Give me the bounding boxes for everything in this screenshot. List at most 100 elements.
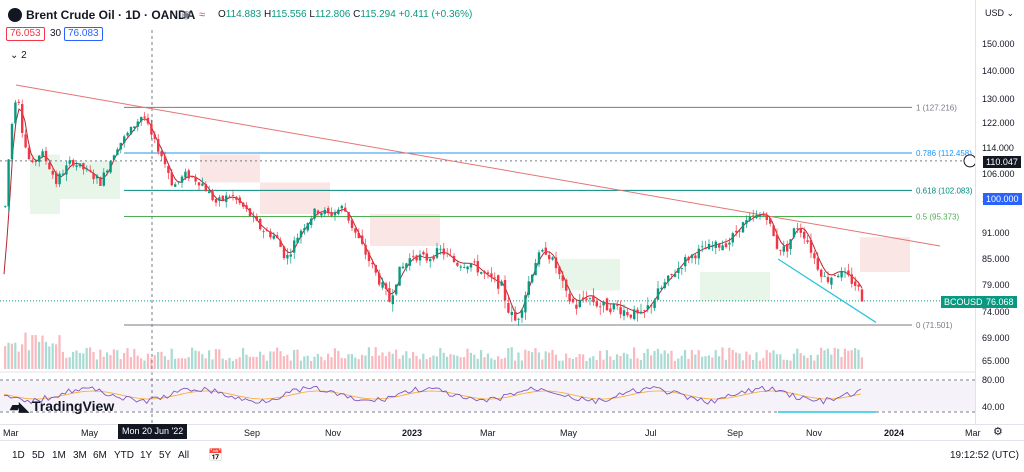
candle-body [850, 274, 853, 284]
candle-body [313, 208, 316, 219]
candle-body [78, 163, 82, 167]
volume-bar [245, 354, 248, 369]
volume-bar [218, 349, 221, 369]
candle-body [153, 134, 156, 139]
price-chart[interactable]: 1 (127.216) 0.786 (112.458) 0.618 (102.083… [0, 30, 975, 424]
timeframe-5d[interactable]: 5D [32, 450, 45, 461]
volume-bar [415, 355, 418, 369]
timeframe-1d[interactable]: 1D [12, 450, 25, 461]
candle-body [537, 252, 541, 265]
sell-price-button[interactable]: 76.053 [6, 27, 45, 41]
volume-bar [129, 357, 132, 369]
volume-bar [772, 350, 775, 369]
candle-body [201, 183, 204, 186]
rsi-line [3, 385, 862, 405]
candle-body [248, 208, 252, 217]
volume-bar [395, 349, 398, 369]
candle-body [565, 279, 568, 291]
candle-body [660, 287, 663, 289]
candle-body [316, 210, 320, 214]
volume-bar [89, 347, 92, 369]
volume-bar [786, 359, 789, 369]
volume-bar [255, 356, 258, 369]
symbol-title[interactable]: Brent Crude Oil · 1D · OANDA [26, 8, 196, 22]
price-axis-label: 65.000 [982, 356, 1010, 366]
volume-bar [548, 352, 551, 369]
volume-bar [85, 347, 88, 369]
timeframe-ytd[interactable]: YTD [114, 450, 134, 461]
volume-bar [442, 352, 445, 369]
candle-body [741, 222, 745, 233]
volume-bar [92, 351, 95, 369]
candle-body [704, 247, 707, 249]
timeframe-1y[interactable]: 1Y [140, 450, 153, 461]
date-range-calendar-icon[interactable]: 📅 [208, 448, 223, 462]
fib-level-label: 0.618 (102.083) [916, 186, 973, 195]
volume-bar [612, 360, 615, 369]
candle-body [123, 136, 126, 144]
volume-bar [565, 353, 568, 369]
price-axis[interactable]: 150.000 140.000 130.000 122.000 114.000 106.0… [975, 0, 1024, 424]
time-axis[interactable]: Mar May Sep Nov 2023 Mar May Jul Sep Nov 2024 Mar [0, 424, 1024, 440]
timeframe-all[interactable]: All [178, 450, 190, 461]
volume-bar [350, 353, 353, 369]
volume-bar [517, 352, 520, 369]
candle-body [571, 298, 575, 303]
compare-icon[interactable]: ≈ [198, 9, 206, 21]
volume-bar [639, 360, 642, 369]
candle-body [235, 196, 238, 200]
candle-body [687, 257, 690, 261]
volume-bar [310, 360, 313, 369]
volume-bar [554, 354, 557, 369]
volume-bar [779, 354, 782, 369]
price-axis-label: 130.000 [982, 94, 1015, 104]
volume-bar [252, 356, 255, 369]
candle-body [337, 209, 340, 215]
candle-body [279, 240, 282, 247]
candle-body [371, 262, 374, 265]
candle-body [449, 255, 452, 257]
candle-body [772, 225, 775, 237]
candle-body [412, 255, 415, 257]
candle-body [323, 209, 326, 214]
spread-value: 30 [50, 28, 62, 39]
volume-bar [738, 353, 741, 369]
price-axis-label: 74.000 [982, 307, 1010, 317]
volume-bar [116, 350, 119, 369]
candle-body [677, 268, 680, 274]
volume-bar [799, 353, 802, 369]
volume-bar [65, 357, 68, 369]
eye-icon[interactable]: ◉ [181, 9, 191, 21]
candle-body [507, 303, 510, 313]
volume-bar [211, 359, 214, 369]
currency-selector[interactable]: USD ⌄ [985, 8, 1015, 18]
volume-bar [106, 352, 109, 369]
volume-bar [571, 358, 574, 369]
settings-gear-icon[interactable]: ⚙ [993, 426, 1003, 438]
buy-price-button[interactable]: 76.083 [64, 27, 103, 41]
candle-body [21, 104, 24, 133]
indicators-toggle[interactable]: ⌄ 2 [10, 50, 27, 61]
volume-bar [78, 352, 81, 369]
volume-bar [177, 358, 180, 369]
timeframe-1m[interactable]: 1M [52, 450, 66, 461]
candle-body [357, 232, 360, 238]
volume-bar [847, 350, 850, 369]
timeframe-3m[interactable]: 3M [73, 450, 87, 461]
volume-bar [272, 351, 275, 369]
candle-body [44, 150, 48, 162]
candle-body [707, 243, 711, 250]
candle-body [228, 196, 231, 198]
volume-bar [303, 356, 306, 369]
candle-body [670, 273, 673, 275]
price-axis-label: 91.000 [982, 228, 1010, 238]
timeframe-5y[interactable]: 5Y [159, 450, 172, 461]
candle-body [503, 279, 507, 301]
candle-body [554, 257, 558, 269]
volume-bar [146, 353, 149, 369]
volume-bar [119, 359, 122, 369]
timeframe-6m[interactable]: 6M [93, 450, 107, 461]
candle-body [374, 265, 377, 273]
volume-bar [714, 350, 717, 369]
candle-body [840, 270, 843, 278]
